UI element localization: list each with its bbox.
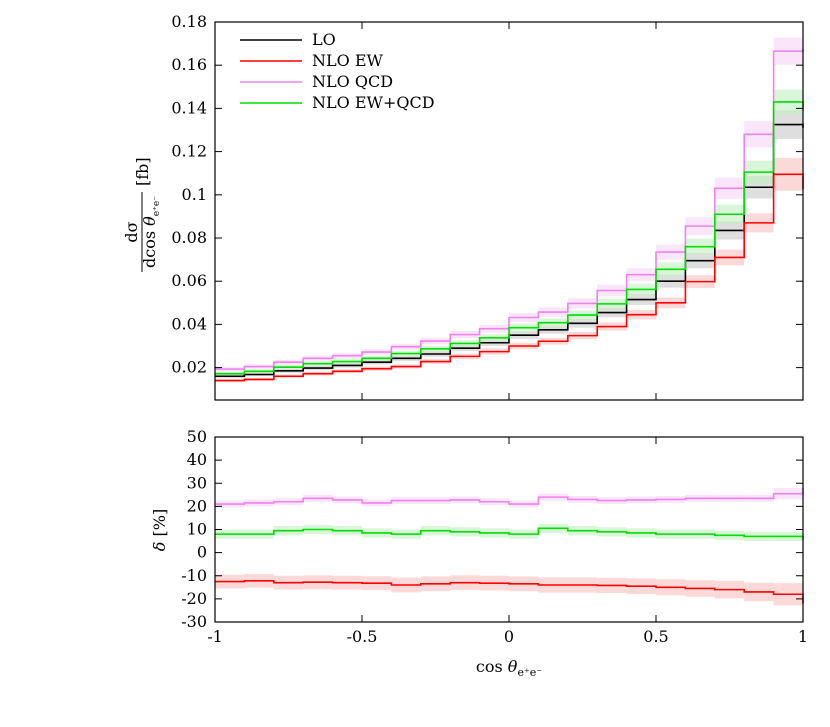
main-ylabel-theta: θ xyxy=(140,216,159,226)
ratio-xtick-label-4: 1 xyxy=(798,627,808,646)
ratio-ytick-label-2: -10 xyxy=(181,566,207,585)
main-ytick-label-4: 0.1 xyxy=(182,185,207,204)
x-axis-label: cos θe⁺e⁻ xyxy=(476,657,542,679)
ratio-xtick-label-2: 0 xyxy=(504,627,514,646)
ratio-ytick-label-5: 20 xyxy=(187,496,207,515)
legend: LO NLO EW NLO QCD NLO EW+QCD xyxy=(240,30,435,112)
main-line-nlo-qcd xyxy=(215,49,804,370)
ratio-xtick-label-3: 0.5 xyxy=(643,627,668,646)
ratio-ytick-label-7: 40 xyxy=(187,450,207,469)
ratio-axes: -30 -20 -10 0 10 20 30 40 50 -1 -0.5 0 0.5 1 xyxy=(181,427,808,646)
legend-label-nlo-ew-qcd: NLO EW+QCD xyxy=(312,93,435,112)
ratio-xtick-label-0: -1 xyxy=(207,627,223,646)
main-ylabel-denominator: dcos θe⁺e⁻ xyxy=(140,196,162,268)
main-ylabel-num-text: dσ xyxy=(122,221,141,242)
main-ytick-label-2: 0.06 xyxy=(171,271,207,290)
main-line-nlo-ew xyxy=(215,173,804,382)
x-axis-label-theta: θ xyxy=(508,657,518,676)
main-ytick-label-1: 0.04 xyxy=(171,314,207,333)
main-line-nlo-ew-qcd xyxy=(215,101,804,375)
ratio-ytick-label-6: 30 xyxy=(187,473,207,492)
ratio-ytick-label-0: -30 xyxy=(181,612,207,631)
ratio-ylabel-unit: [%] xyxy=(150,509,169,542)
main-ytick-label-3: 0.08 xyxy=(171,228,207,247)
ratio-ytick-label-8: 50 xyxy=(187,427,207,446)
ratio-ylabel-text: δ [%] xyxy=(150,509,169,551)
ratio-series-lines xyxy=(215,487,804,604)
legend-label-lo: LO xyxy=(312,30,336,49)
ratio-line-nlo-ew xyxy=(215,580,804,604)
ratio-y-axis-label: δ [%] xyxy=(150,509,169,551)
main-ylabel-numerator: dσ xyxy=(122,221,141,242)
main-y-axis-label: dσ dcos θe⁺e⁻[fb] xyxy=(122,157,162,272)
main-ylabel-sub: e⁺e⁻ xyxy=(152,196,162,216)
main-ylabel-unit: [fb] xyxy=(133,157,152,186)
ratio-panel: -30 -20 -10 0 10 20 30 40 50 -1 -0.5 0 0.5 1 δ [%] co… xyxy=(150,427,808,679)
ratio-ytick-label-3: 0 xyxy=(197,543,207,562)
ratio-ytick-label-4: 10 xyxy=(187,520,207,539)
x-axis-label-sub: e⁺e⁻ xyxy=(517,666,542,679)
legend-label-nlo-ew: NLO EW xyxy=(312,51,384,70)
ratio-xtick-label-1: -0.5 xyxy=(347,627,378,646)
main-axes: 0.02 0.04 0.06 0.08 0.1 0.12 0.14 0.16 0.18 xyxy=(171,12,804,401)
legend-label-nlo-qcd: NLO QCD xyxy=(312,72,393,91)
main-ytick-label-8: 0.18 xyxy=(171,12,207,31)
main-series-lines xyxy=(215,49,804,382)
ratio-ylabel-delta: δ xyxy=(150,542,169,552)
ratio-line-nlo-ew-qcd xyxy=(215,527,804,540)
main-ylabel-unit-text: [fb] xyxy=(133,157,152,186)
main-panel: 0.02 0.04 0.06 0.08 0.1 0.12 0.14 0.16 0.18 LO NL… xyxy=(122,12,804,401)
main-ylabel-rotated: dσ dcos θe⁺e⁻[fb] xyxy=(122,157,162,272)
main-ytick-label-0: 0.02 xyxy=(171,358,207,377)
x-axis-label-text: cos θe⁺e⁻ xyxy=(476,657,542,679)
main-ylabel-den-prefix: dcos xyxy=(140,226,159,268)
ratio-line-nlo-qcd xyxy=(215,487,804,505)
main-ytick-label-6: 0.14 xyxy=(171,98,207,117)
main-ytick-label-7: 0.16 xyxy=(171,55,207,74)
main-ytick-label-5: 0.12 xyxy=(171,142,207,161)
ratio-ytick-label-1: -20 xyxy=(181,589,207,608)
x-axis-label-prefix: cos xyxy=(476,657,508,676)
